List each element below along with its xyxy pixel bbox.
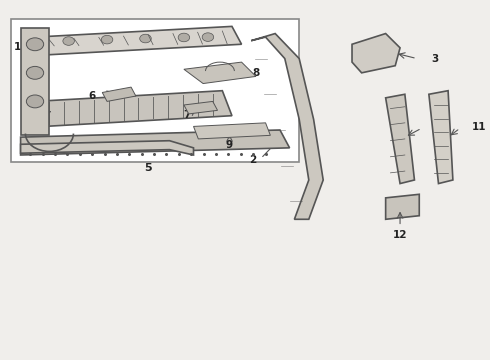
FancyBboxPatch shape xyxy=(11,19,299,162)
Polygon shape xyxy=(21,130,290,155)
Polygon shape xyxy=(35,91,232,126)
Text: 6: 6 xyxy=(88,91,96,101)
Text: 3: 3 xyxy=(431,54,439,64)
Text: 1: 1 xyxy=(14,42,22,52)
Polygon shape xyxy=(35,26,242,55)
Polygon shape xyxy=(102,87,136,102)
Circle shape xyxy=(26,66,44,79)
Polygon shape xyxy=(386,194,419,219)
Text: 2: 2 xyxy=(249,156,256,165)
Circle shape xyxy=(202,33,214,41)
Polygon shape xyxy=(251,33,323,219)
Polygon shape xyxy=(184,102,218,114)
Circle shape xyxy=(101,35,113,44)
Circle shape xyxy=(26,38,44,51)
Text: 4: 4 xyxy=(436,122,443,132)
Circle shape xyxy=(63,37,74,45)
Circle shape xyxy=(178,33,190,42)
Polygon shape xyxy=(184,62,256,84)
Text: 9: 9 xyxy=(226,140,233,150)
Text: 12: 12 xyxy=(393,230,407,240)
Text: 8: 8 xyxy=(252,68,259,78)
Text: 11: 11 xyxy=(472,122,487,132)
Polygon shape xyxy=(194,123,270,139)
Text: 7: 7 xyxy=(184,110,191,120)
Polygon shape xyxy=(386,94,415,184)
Circle shape xyxy=(26,95,44,108)
Polygon shape xyxy=(352,33,400,73)
Text: 5: 5 xyxy=(144,163,152,173)
Polygon shape xyxy=(21,28,49,135)
Circle shape xyxy=(140,34,151,43)
Polygon shape xyxy=(21,141,194,155)
Polygon shape xyxy=(429,91,453,184)
Text: 10: 10 xyxy=(20,110,34,120)
